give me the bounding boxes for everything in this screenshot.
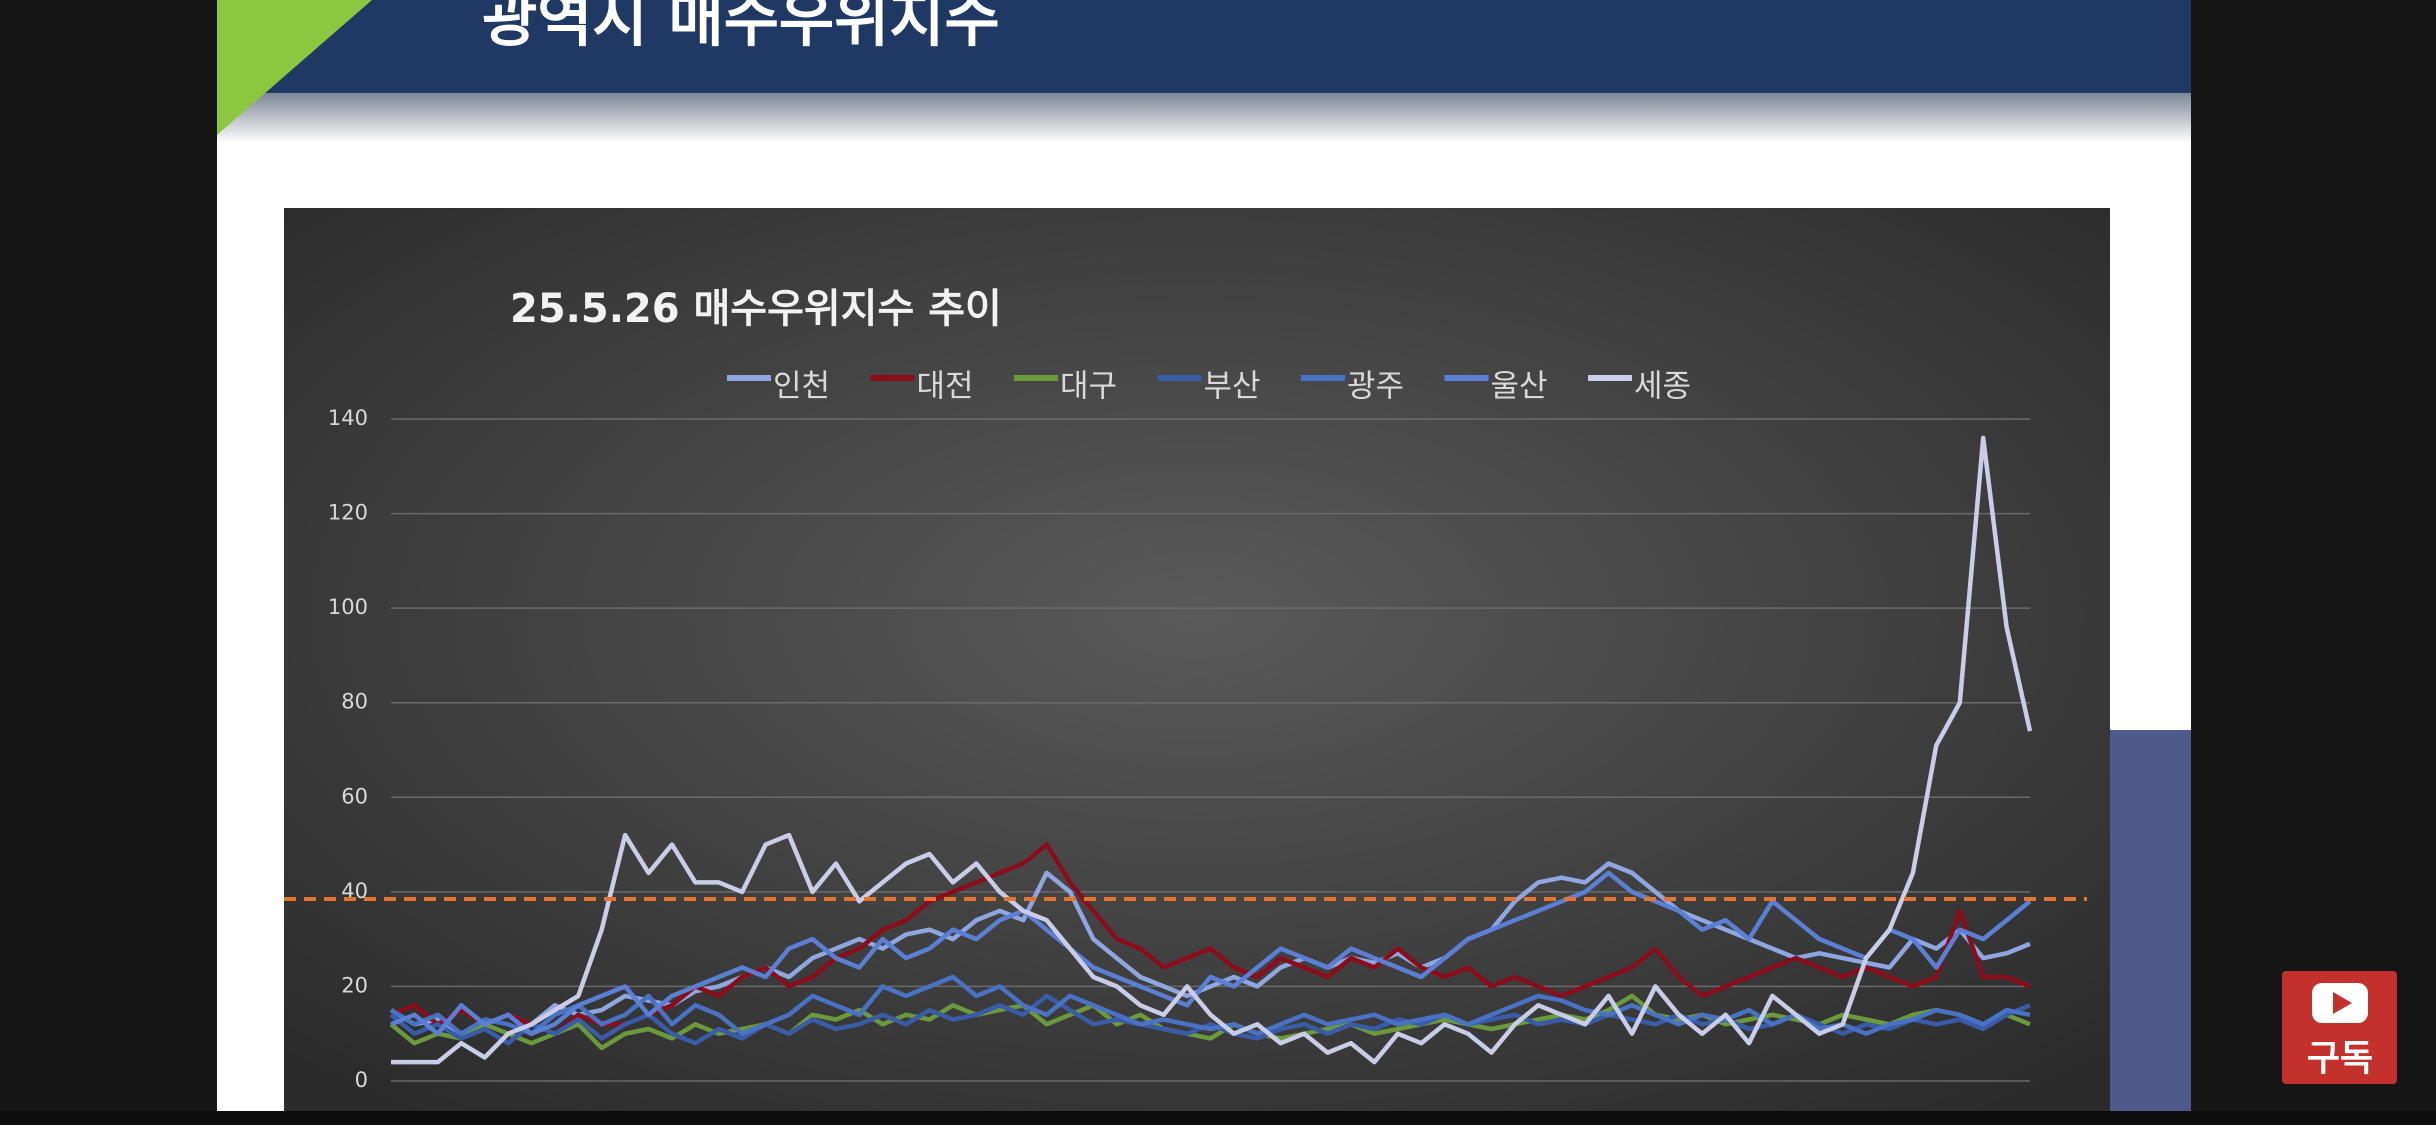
- legend-label: 광주: [1347, 369, 1404, 405]
- header-bar: [217, 0, 2191, 93]
- bottom-strip: [0, 1111, 2436, 1125]
- y-tick-label: 0: [355, 1068, 368, 1092]
- series-line: [389, 993, 2031, 1051]
- subscribe-box[interactable]: [2282, 971, 2397, 1084]
- legend-label: 대구: [1060, 369, 1117, 405]
- legend-label: 대전: [917, 369, 974, 405]
- legend-label: 세종: [1634, 369, 1691, 405]
- series-line: [390, 842, 2031, 1036]
- y-tick-label: 80: [341, 690, 368, 714]
- y-tick-label: 20: [341, 973, 368, 997]
- subscribe-button[interactable]: 구독: [2282, 971, 2397, 1084]
- series-line: [390, 870, 2032, 1036]
- legend-label: 울산: [1491, 369, 1548, 405]
- header-accent: [217, 0, 372, 135]
- chart-title: 25.5.26 매수우위지수 추이: [510, 286, 1002, 332]
- y-tick-label: 60: [341, 784, 368, 808]
- legend-label: 인천: [773, 369, 830, 405]
- side-block: [2110, 730, 2191, 1111]
- legend-label: 부산: [1204, 369, 1261, 405]
- header-shadow: [217, 93, 2191, 143]
- series-line: [391, 435, 2033, 1065]
- series-line: [389, 974, 2031, 1036]
- y-tick-label: 140: [328, 406, 368, 430]
- y-tick-label: 100: [328, 595, 368, 619]
- play-triangle[interactable]: [2333, 992, 2352, 1014]
- y-tick-label: 120: [328, 501, 368, 525]
- subscribe-label[interactable]: 구독: [2307, 1038, 2373, 1079]
- slide-title: 광역시 매수우위지수: [482, 0, 1000, 56]
